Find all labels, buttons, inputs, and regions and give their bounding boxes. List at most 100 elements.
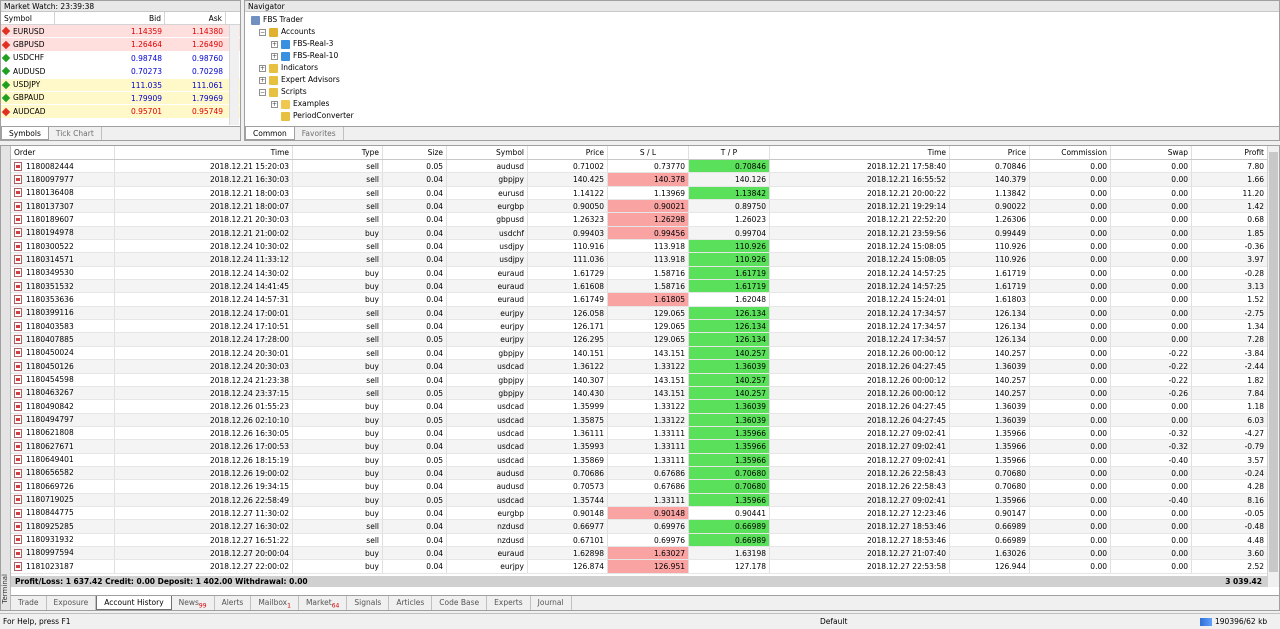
tab-code-base[interactable]: Code Base [432,596,488,610]
table-row[interactable]: 1180349530 2018.12.24 14:30:02 buy 0.04 eura… [11,266,1268,281]
table-row[interactable]: 1180719025 2018.12.26 22:58:49 buy 0.05 usdc… [11,493,1268,507]
tab-symbols[interactable]: Symbols [1,127,49,140]
tree-account-2[interactable]: + FBS-Real-10 [251,50,1279,62]
tree-indicators[interactable]: + Indicators [251,62,1279,74]
table-row[interactable]: 1180627671 2018.12.26 17:00:53 buy 0.04 usdc… [11,440,1268,454]
expand-icon[interactable]: + [271,100,278,108]
scroll-thumb[interactable] [1269,152,1278,572]
table-row[interactable]: 1180454598 2018.12.24 21:23:38 sell 0.04 gbp… [11,373,1268,387]
expand-icon[interactable]: + [259,64,266,72]
table-row[interactable]: 1180351532 2018.12.24 14:41:45 buy 0.04 eura… [11,280,1268,294]
col-header[interactable]: Time [770,146,950,159]
table-row[interactable]: 1180621808 2018.12.26 16:30:05 buy 0.04 usdc… [11,426,1268,441]
tab-news[interactable]: News99 [172,596,215,610]
col-header[interactable]: Swap [1111,146,1192,159]
table-row[interactable]: 1180844775 2018.12.27 11:30:02 buy 0.04 eurg… [11,506,1268,521]
table-row[interactable]: 1180353636 2018.12.24 14:57:31 buy 0.04 eura… [11,293,1268,307]
tab-common[interactable]: Common [245,127,295,140]
table-row[interactable]: 1180656582 2018.12.26 19:00:02 buy 0.04 audu… [11,466,1268,481]
expand-icon[interactable]: + [271,52,278,60]
col-symbol[interactable]: Symbol [1,12,55,24]
tab-market[interactable]: Market64 [299,596,348,610]
table-cell: 0.00 [1030,226,1111,240]
expand-icon[interactable]: + [271,40,278,48]
table-row[interactable]: 1180300522 2018.12.24 10:30:02 sell 0.04 usd… [11,240,1268,254]
tab-mailbox[interactable]: Mailbox1 [251,596,299,610]
market-watch-row[interactable]: AUDUSD 0.70273 0.70298 [1,65,240,79]
table-row[interactable]: 1180407885 2018.12.24 17:28:00 sell 0.05 eur… [11,333,1268,347]
market-watch-row[interactable]: GBPAUD 1.79909 1.79969 [1,91,240,106]
expand-icon[interactable]: + [259,76,266,84]
tree-scripts[interactable]: − Scripts [251,86,1279,98]
market-watch-row[interactable]: GBPUSD 1.26464 1.26490 [1,38,240,52]
table-row[interactable]: 1180189607 2018.12.21 20:30:03 sell 0.04 gbp… [11,213,1268,227]
account-icon [281,39,290,49]
tree-account-1[interactable]: + FBS-Real-3 [251,38,1279,50]
table-row[interactable]: 1180136408 2018.12.21 18:00:03 sell 0.04 eur… [11,186,1268,201]
table-cell: 129.065 [608,333,689,346]
table-row[interactable]: 1180097977 2018.12.21 16:30:03 sell 0.04 gbp… [11,173,1268,187]
tree-experts[interactable]: + Expert Advisors [251,74,1279,86]
market-watch-row[interactable]: EURUSD 1.14359 1.14380 [1,25,240,39]
tab-tick-chart[interactable]: Tick Chart [49,127,102,140]
col-ask[interactable]: Ask [165,12,226,24]
tab-signals[interactable]: Signals [347,596,390,610]
col-header[interactable]: S / L [608,146,689,159]
tab-favorites[interactable]: Favorites [295,127,344,140]
tab-alerts[interactable]: Alerts [215,596,252,610]
tab-trade[interactable]: Trade [11,596,47,610]
table-row[interactable]: 1180931932 2018.12.27 16:51:22 sell 0.04 nzd… [11,533,1268,547]
table-row[interactable]: 1180450024 2018.12.24 20:30:01 sell 0.04 gbp… [11,346,1268,361]
col-header[interactable]: Price [528,146,608,159]
market-watch-scrollbar[interactable] [229,25,239,125]
tab-journal[interactable]: Journal [531,596,572,610]
col-header[interactable]: Type [293,146,383,159]
terminal-side-bar[interactable]: Terminal [1,146,11,610]
col-header[interactable]: Time [115,146,293,159]
market-watch-row[interactable]: USDCHF 0.98748 0.98760 [1,51,240,66]
tab-experts[interactable]: Experts [487,596,531,610]
order-icon [14,348,22,358]
col-header[interactable]: Commission [1030,146,1111,159]
tree-accounts[interactable]: − Accounts [251,26,1279,38]
market-watch-row[interactable]: USDJPY 111.035 111.061 [1,78,240,92]
terminal-scrollbar[interactable] [1267,146,1279,587]
collapse-icon[interactable]: − [259,88,266,96]
market-watch-row[interactable]: AUDCAD 0.95701 0.95749 [1,105,240,119]
tab-articles[interactable]: Articles [389,596,433,610]
col-header[interactable]: Profit [1192,146,1268,159]
tree-period-converter[interactable]: PeriodConverter [251,110,1279,122]
col-header[interactable]: T / P [689,146,770,159]
col-bid[interactable]: Bid [55,12,165,24]
tab-account-history[interactable]: Account History [96,596,172,610]
tree-examples[interactable]: + Examples [251,98,1279,110]
order-id: 1180082444 [26,161,74,171]
tab-exposure[interactable]: Exposure [47,596,97,610]
bid-price: 1.26464 [130,40,162,50]
table-row[interactable]: 1181023187 2018.12.27 22:00:02 buy 0.04 eurj… [11,560,1268,574]
table-cell: 2018.12.24 21:23:38 [115,373,293,386]
table-row[interactable]: 1180925285 2018.12.27 16:30:02 sell 0.04 nzd… [11,520,1268,534]
table-cell: 0.00 [1030,373,1111,386]
table-row[interactable]: 1180490842 2018.12.26 01:55:23 buy 0.04 usdc… [11,400,1268,414]
table-row[interactable]: 1180314571 2018.12.24 11:33:12 sell 0.04 usd… [11,253,1268,267]
table-row[interactable]: 1180463267 2018.12.24 23:37:15 sell 0.05 gbp… [11,386,1268,401]
table-row[interactable]: 1180194978 2018.12.21 21:00:02 buy 0.04 usdc… [11,226,1268,241]
table-row[interactable]: 1180494797 2018.12.26 02:10:10 buy 0.05 usdc… [11,413,1268,427]
col-header[interactable]: Price [950,146,1030,159]
col-header[interactable]: Size [383,146,447,159]
table-row[interactable]: 1180649401 2018.12.26 18:15:19 buy 0.05 usdc… [11,453,1268,467]
tree-root[interactable]: FBS Trader [251,14,1279,26]
table-row[interactable]: 1180403583 2018.12.24 17:10:51 sell 0.04 eur… [11,320,1268,334]
table-row[interactable]: 1180137307 2018.12.21 18:00:07 sell 0.04 eur… [11,200,1268,214]
collapse-icon[interactable]: − [259,28,266,36]
col-header[interactable]: Symbol [447,146,528,159]
col-header[interactable]: Order [11,146,115,159]
table-row[interactable]: 1180082444 2018.12.21 15:20:03 sell 0.05 aud… [11,160,1268,174]
table-row[interactable]: 1180669726 2018.12.26 19:34:15 buy 0.04 audu… [11,480,1268,494]
table-row[interactable]: 1180450126 2018.12.24 20:30:03 buy 0.04 usdc… [11,360,1268,374]
table-row[interactable]: 1180399116 2018.12.24 17:00:01 sell 0.04 eur… [11,306,1268,321]
connection-status[interactable]: 190396/62 kb [1200,614,1267,629]
table-row[interactable]: 1180997594 2018.12.27 20:00:04 buy 0.04 eura… [11,546,1268,561]
order-id: 1180454598 [26,375,74,384]
